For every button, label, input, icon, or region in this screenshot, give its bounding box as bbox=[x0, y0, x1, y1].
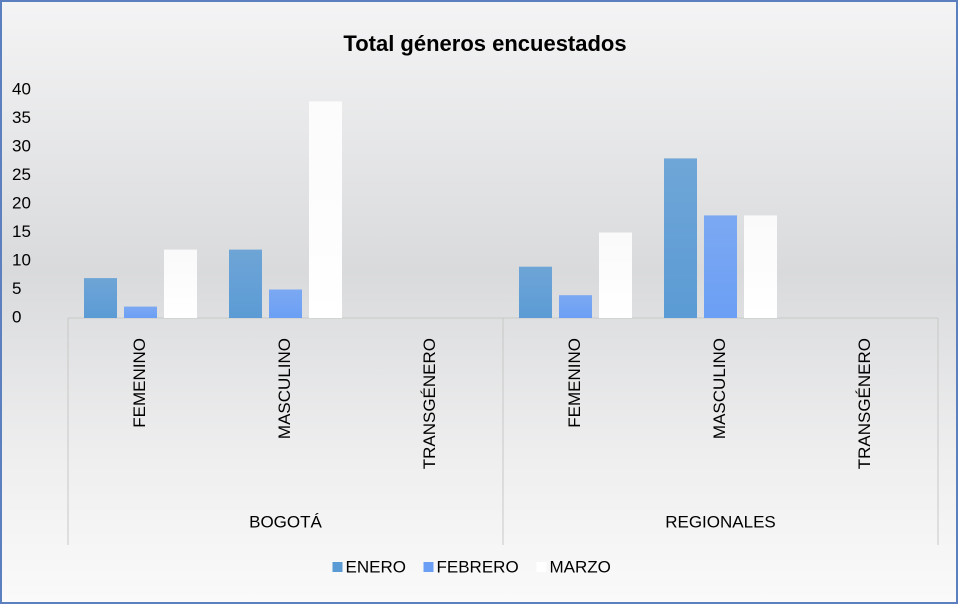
y-tick-label: 0 bbox=[12, 307, 21, 326]
legend-label: MARZO bbox=[550, 557, 611, 576]
y-tick-label: 25 bbox=[12, 165, 31, 184]
x-tick-label: MASCULINO bbox=[275, 338, 294, 439]
bar bbox=[309, 101, 342, 318]
chart-frame bbox=[1, 1, 957, 603]
legend-label: FEBRERO bbox=[437, 557, 519, 576]
legend-swatch bbox=[333, 562, 343, 572]
page: {"chart_data": {"type": "bar", "title": … bbox=[0, 0, 958, 604]
x-tick-label: TRANSGÉNERO bbox=[420, 338, 439, 469]
bar bbox=[559, 295, 592, 318]
bar bbox=[269, 290, 302, 319]
group-label: REGIONALES bbox=[665, 512, 776, 531]
y-tick-label: 40 bbox=[12, 79, 31, 98]
x-tick-label: TRANSGÉNERO bbox=[855, 338, 874, 469]
bar bbox=[164, 250, 197, 318]
chart-title: Total géneros encuestados bbox=[343, 31, 626, 56]
bar bbox=[704, 215, 737, 318]
legend-label: ENERO bbox=[346, 557, 406, 576]
bar bbox=[664, 158, 697, 318]
y-tick-label: 15 bbox=[12, 222, 31, 241]
bar bbox=[744, 215, 777, 318]
y-tick-label: 30 bbox=[12, 136, 31, 155]
bar bbox=[84, 278, 117, 318]
bar bbox=[599, 233, 632, 319]
bar bbox=[519, 267, 552, 318]
legend-swatch bbox=[424, 562, 434, 572]
x-tick-label: MASCULINO bbox=[710, 338, 729, 439]
y-tick-label: 20 bbox=[12, 193, 31, 212]
group-label: BOGOTÁ bbox=[249, 512, 322, 531]
y-tick-label: 35 bbox=[12, 108, 31, 127]
x-tick-label: FEMENINO bbox=[565, 338, 584, 428]
chart: Total géneros encuestados 0 5 10 15 20 25 30 35… bbox=[0, 0, 958, 604]
y-tick-label: 5 bbox=[12, 279, 21, 298]
bar bbox=[124, 307, 157, 318]
y-tick-label: 10 bbox=[12, 250, 31, 269]
bar bbox=[229, 250, 262, 318]
legend-swatch bbox=[537, 562, 547, 572]
x-tick-label: FEMENINO bbox=[130, 338, 149, 428]
